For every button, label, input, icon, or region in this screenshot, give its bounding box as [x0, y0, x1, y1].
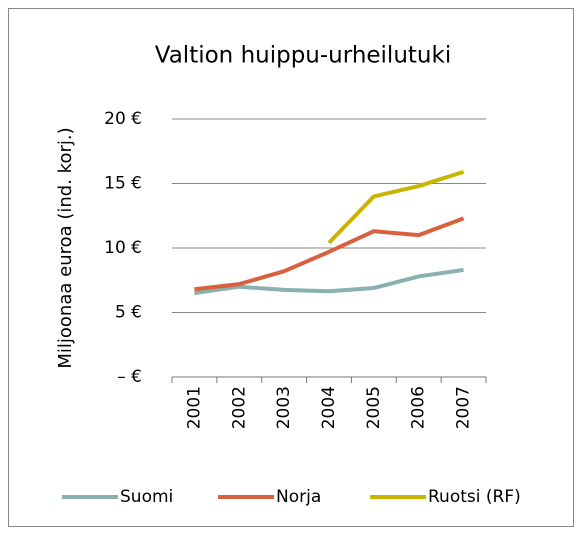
x-tick-label: 2003 — [274, 386, 294, 429]
y-tick-label: – € — [117, 367, 142, 387]
x-tick-label: 2006 — [409, 386, 429, 429]
chart-title: Valtion huippu-urheilutuki — [155, 43, 451, 69]
x-tick-label: 2005 — [364, 386, 384, 429]
series-line — [327, 169, 465, 245]
x-tick-label: 2001 — [184, 386, 204, 429]
y-tick-label: 15 € — [104, 174, 142, 194]
series-line — [194, 267, 464, 296]
x-tick-label: 2002 — [229, 386, 249, 429]
x-tick-label: 2007 — [454, 386, 474, 429]
legend-label: Norja — [276, 487, 321, 507]
series-line — [194, 216, 465, 292]
y-axis-label: Miljoonaa euroa (ind. korj.) — [55, 127, 76, 368]
y-tick-label: 20 € — [104, 109, 142, 129]
y-tick-label: 5 € — [115, 303, 142, 323]
legend-label: Ruotsi (RF) — [428, 487, 521, 507]
x-tick-label: 2004 — [319, 386, 339, 429]
legend-label: Suomi — [120, 487, 173, 507]
y-tick-label: 10 € — [104, 238, 142, 258]
